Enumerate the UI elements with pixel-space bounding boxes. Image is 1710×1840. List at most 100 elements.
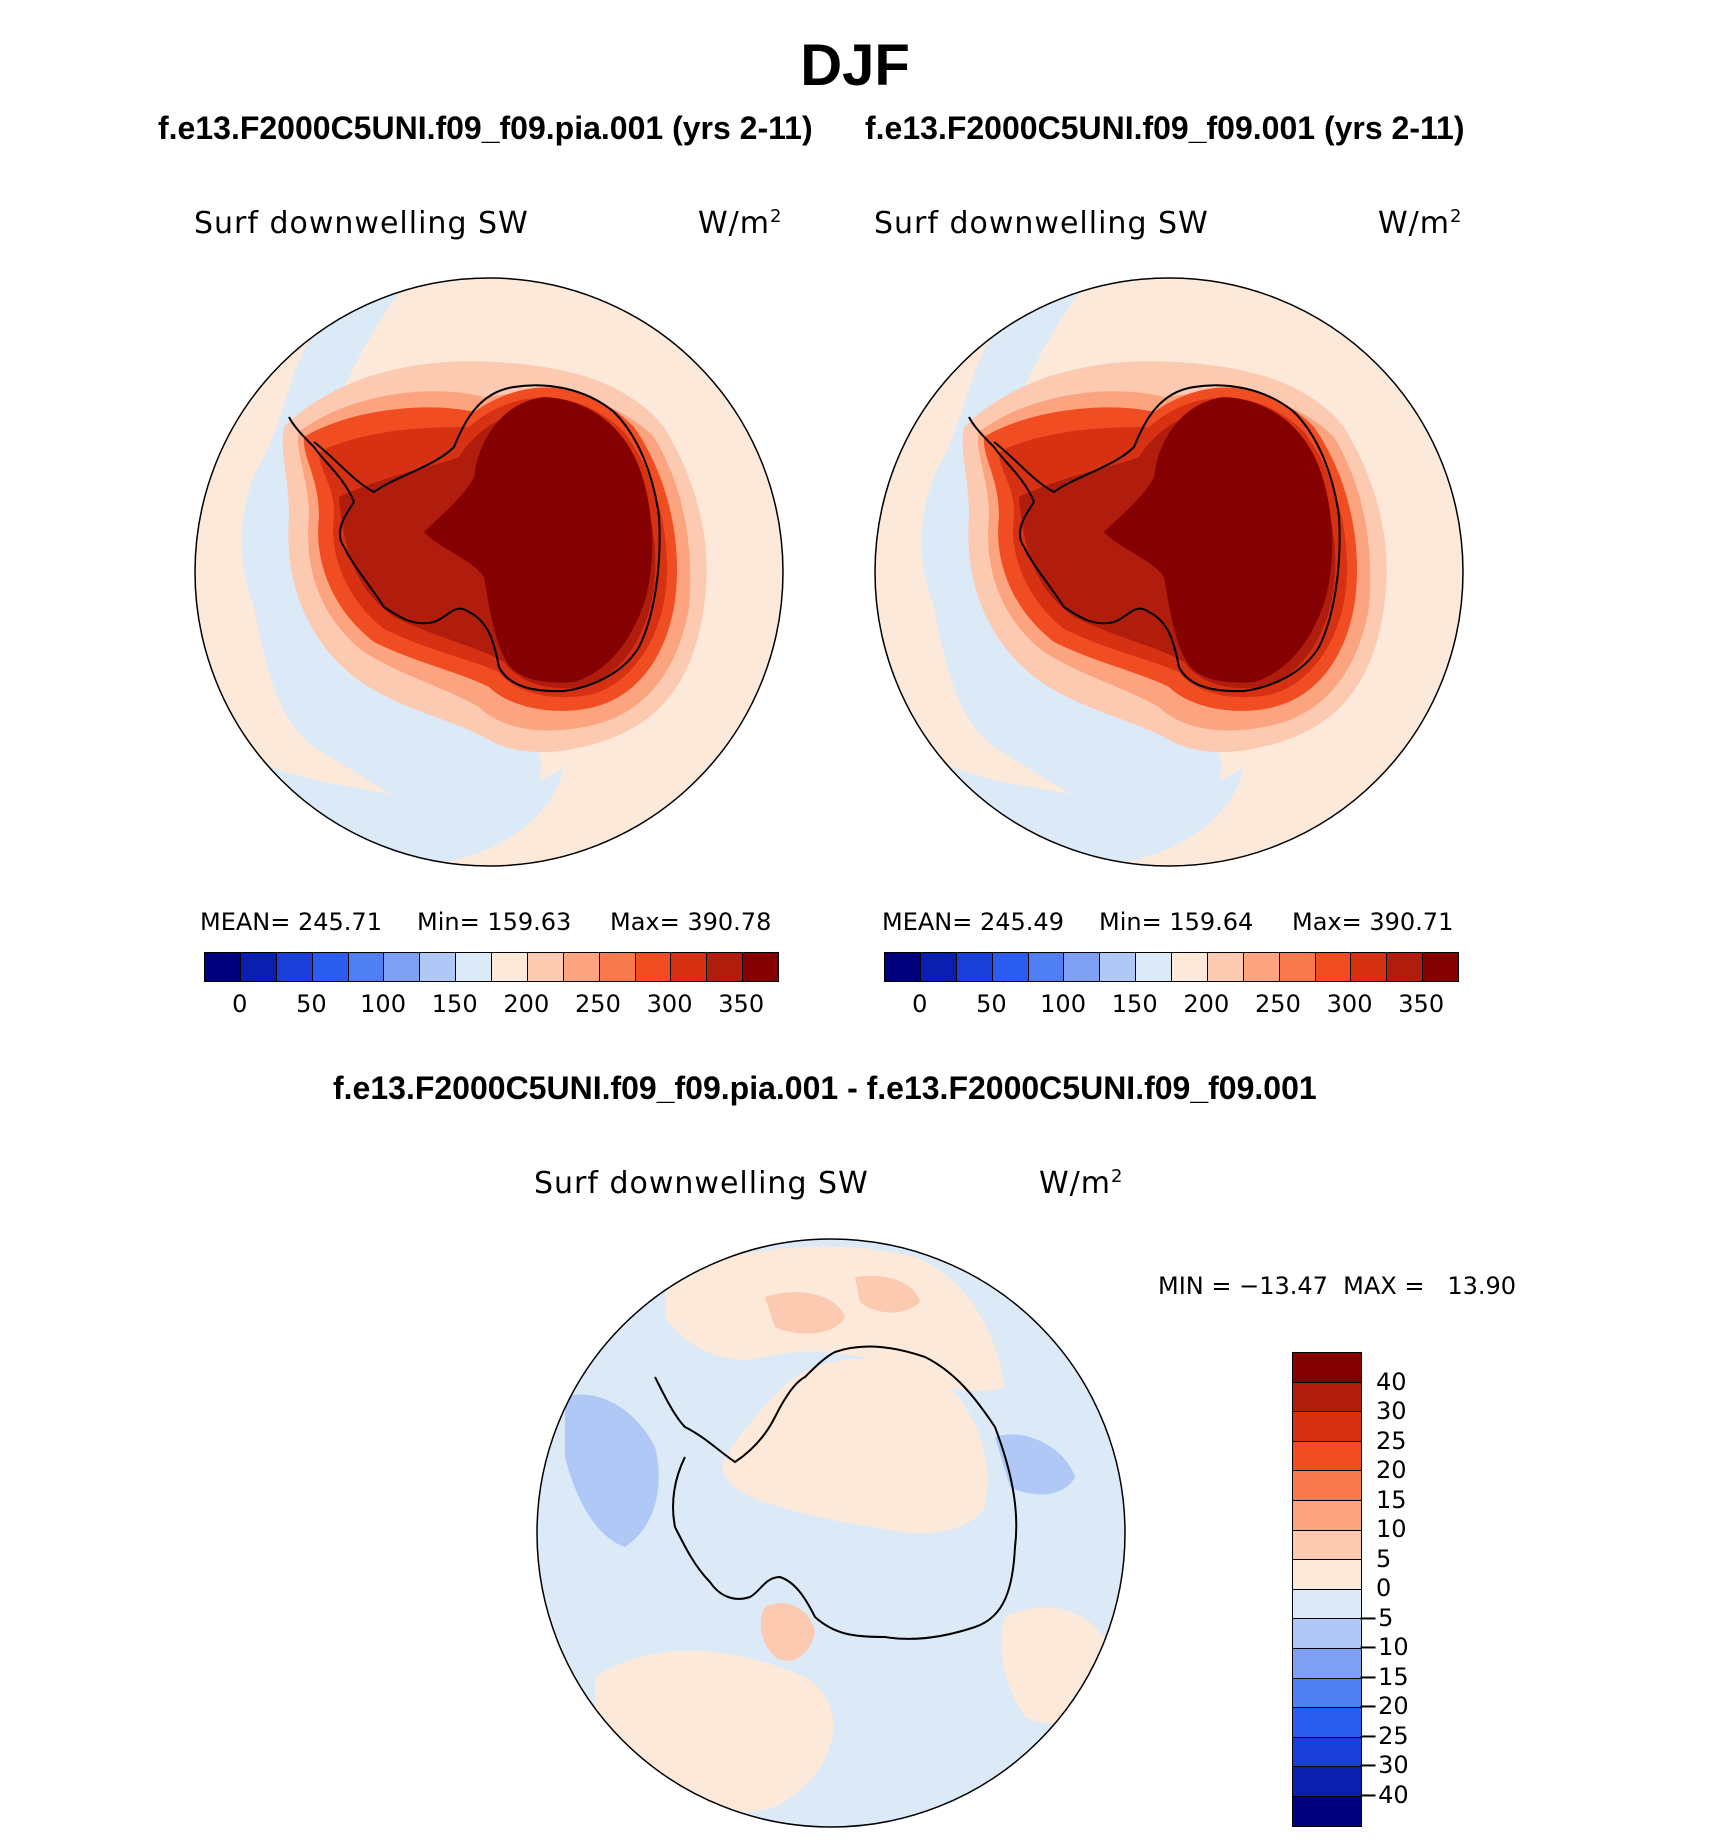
panel-b-coastline [968,384,1341,693]
colorbar-swatch [1293,1353,1361,1383]
colorbar-tick-label: −20 [1358,1692,1409,1720]
colorbar-swatch [1136,953,1172,981]
panel-a-mean: MEAN= 245.71 [200,908,382,936]
colorbar-tick-label: 350 [718,990,765,1018]
colorbar-swatch [1351,953,1388,981]
diff-positive-spot-1 [765,1292,845,1334]
diff-colorbar [1292,1352,1362,1827]
colorbar-tick-label: 20 [1376,1456,1407,1484]
colorbar-swatch [1293,1441,1361,1472]
panel-b-ice-sheet [1104,397,1333,683]
colorbar-tick-label: 250 [575,990,621,1018]
colorbar-swatch [205,953,241,981]
diff-positive-peninsula [760,1603,815,1661]
colorbar-swatch [1243,953,1280,981]
panel-a-ice-sheet [424,397,653,683]
panel-a-map [194,277,784,867]
colorbar-tick-label: 50 [296,990,327,1018]
colorbar-swatch [1423,953,1458,981]
colorbar-swatch [312,953,349,981]
colorbar-swatch [1064,953,1101,981]
colorbar-swatch [1315,953,1352,981]
colorbar-swatch [599,953,636,981]
colorbar-tick-label: 100 [1040,990,1086,1018]
colorbar-tick-label: −15 [1358,1662,1409,1691]
panel-b-max: Max= 390.71 [1292,908,1454,936]
colorbar-tick-label: 0 [912,990,928,1018]
colorbar-swatch [1279,953,1316,981]
colorbar-swatch [1293,1412,1361,1442]
colorbar-swatch [276,953,313,981]
colorbar-tick-label: 300 [646,990,693,1018]
colorbar-tick-label: 25 [1376,1426,1407,1455]
colorbar-swatch [1207,953,1244,981]
panel-b-units: W/m2 [1378,206,1463,241]
diff-ice-positive [722,1358,988,1533]
panel-a-max: Max= 390.78 [610,908,772,936]
colorbar-swatch [420,953,457,981]
colorbar-swatch [456,953,492,981]
case-a-title: f.e13.F2000C5UNI.f09_f09.pia.001 (yrs 2-… [158,110,813,146]
colorbar-swatch [563,953,600,981]
colorbar-swatch [1293,1767,1361,1797]
colorbar-swatch [1172,953,1208,981]
colorbar-swatch [1293,1500,1361,1531]
diff-negative-west [565,1394,659,1547]
diff-colorbar-ticks: 40 30 25 20 15 10 5 0 −5 −10 −15 −20 −25 −30 −40 [1358,1352,1468,1824]
panel-a-units: W/m2 [698,206,783,241]
colorbar-swatch [1293,1678,1361,1709]
colorbar-swatch [1100,953,1137,981]
diff-variable: Surf downwelling SW [534,1166,869,1201]
panel-a-coastline [288,384,661,693]
diff-positive-spot-2 [855,1275,920,1313]
colorbar-tick-label: −30 [1358,1751,1409,1779]
colorbar-tick-label: 100 [360,990,406,1018]
diff-positive-south-west [595,1650,834,1814]
colorbar-tick-label: 30 [1376,1397,1407,1425]
panel-a-variable: Surf downwelling SW [194,206,529,241]
colorbar-tick-label: 15 [1376,1485,1407,1514]
colorbar-swatch [240,953,277,981]
colorbar-swatch [1293,1708,1361,1738]
colorbar-tick-label: 300 [1326,990,1373,1018]
colorbar-swatch [1293,1382,1361,1413]
colorbar-tick-label: 0 [232,990,248,1018]
diff-minmax: MIN = −13.47 MAX = 13.90 [1158,1272,1517,1300]
colorbar-swatch [348,953,385,981]
colorbar-swatch [492,953,528,981]
colorbar-swatch [743,953,778,981]
colorbar-tick-label: 150 [431,990,478,1018]
colorbar-swatch [527,953,564,981]
panel-b-variable: Surf downwelling SW [874,206,1209,241]
colorbar-tick-label: 50 [976,990,1007,1018]
colorbar-tick-label: 10 [1376,1515,1407,1543]
colorbar-tick-label: 250 [1255,990,1301,1018]
colorbar-swatch [635,953,672,981]
colorbar-swatch [992,953,1029,981]
panel-a-colorbar-ticks: 0 50 100 150 200 250 300 350 [204,990,777,1020]
figure-title: DJF [800,33,910,98]
diff-units: W/m2 [1039,1166,1124,1201]
case-b-title: f.e13.F2000C5UNI.f09_f09.001 (yrs 2-11) [865,110,1465,146]
panel-a-colorbar [204,952,779,982]
panel-a-min: Min= 159.63 [417,908,572,936]
colorbar-swatch [956,953,993,981]
colorbar-tick-label: −40 [1358,1780,1409,1809]
panel-b-min: Min= 159.64 [1099,908,1254,936]
colorbar-swatch [1028,953,1065,981]
colorbar-tick-label: −25 [1358,1721,1409,1750]
colorbar-tick-label: 0 [1376,1574,1392,1602]
colorbar-swatch [1387,953,1424,981]
diff-negative-east [995,1434,1075,1495]
colorbar-swatch [671,953,708,981]
panel-b-colorbar [884,952,1459,982]
colorbar-tick-label: −10 [1358,1633,1409,1661]
colorbar-swatch [1293,1589,1361,1620]
colorbar-tick-label: 150 [1111,990,1158,1018]
colorbar-swatch [1293,1737,1361,1768]
diff-map [536,1238,1126,1828]
colorbar-tick-label: 200 [1183,990,1230,1018]
colorbar-swatch [1293,1796,1361,1826]
colorbar-swatch [384,953,421,981]
diff-coastline [654,1345,1018,1640]
